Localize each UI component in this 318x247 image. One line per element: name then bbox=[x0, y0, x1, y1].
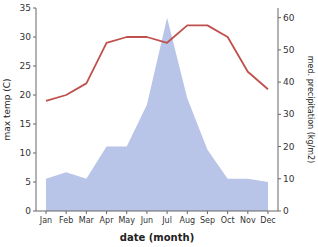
y2-axis-line bbox=[278, 8, 279, 211]
y-tick-label: 25 bbox=[20, 61, 31, 71]
area bbox=[46, 18, 268, 211]
x-tick bbox=[126, 211, 127, 214]
x-tick bbox=[187, 211, 188, 214]
x-tick-label: Apr bbox=[100, 216, 115, 225]
chart: Jan Feb Mar AprMay Jun Jul Aug Sep Oct Nov Dec 0 5 10… bbox=[0, 0, 318, 247]
x-tick-label: Mar bbox=[79, 216, 95, 225]
x-tick bbox=[227, 211, 228, 214]
y2-tick-label: 60 bbox=[283, 13, 295, 23]
y-tick-label: 0 bbox=[25, 206, 31, 216]
x-tick bbox=[268, 211, 269, 214]
x-axis-label: date (month) bbox=[120, 232, 194, 243]
y2-tick-label: 10 bbox=[283, 174, 295, 184]
x-tick-label: Jan bbox=[39, 216, 52, 225]
y-tick bbox=[33, 8, 36, 9]
x-tick bbox=[86, 211, 87, 214]
y2-tick bbox=[278, 211, 281, 212]
y-axis-line bbox=[36, 8, 37, 211]
y2-tick-label: 50 bbox=[283, 45, 295, 55]
y2-tick bbox=[278, 146, 281, 147]
y-tick-label: 30 bbox=[20, 32, 32, 42]
x-tick-label: Aug bbox=[179, 216, 195, 225]
y-tick bbox=[33, 211, 36, 212]
y-tick-label: 35 bbox=[20, 3, 31, 13]
x-tick bbox=[106, 211, 107, 214]
y2-tick-label: 0 bbox=[283, 206, 289, 216]
x-tick bbox=[46, 211, 47, 214]
x-tick-label: Nov bbox=[240, 216, 256, 225]
y-tick-label: 20 bbox=[20, 90, 32, 100]
y-tick bbox=[33, 66, 36, 67]
y2-tick bbox=[278, 114, 281, 115]
line bbox=[46, 25, 268, 100]
x-tick-label: Oct bbox=[221, 216, 235, 225]
y2-tick bbox=[278, 17, 281, 18]
y-tick bbox=[33, 95, 36, 96]
y2-tick bbox=[278, 49, 281, 50]
x-tick-label: Jun bbox=[140, 216, 154, 225]
x-tick-label: Sep bbox=[200, 216, 215, 225]
x-tick-label: Jul bbox=[161, 216, 172, 225]
x-tick bbox=[247, 211, 248, 214]
x-tick bbox=[66, 211, 67, 214]
y2-tick-label: 20 bbox=[283, 142, 295, 152]
y-tick bbox=[33, 37, 36, 38]
y-tick bbox=[33, 124, 36, 125]
y-tick-label: 15 bbox=[20, 119, 31, 129]
x-tick bbox=[146, 211, 147, 214]
y-tick bbox=[33, 153, 36, 154]
x-tick-label: Dec bbox=[260, 216, 275, 225]
y2-tick bbox=[278, 82, 281, 83]
y-axis-label: max temp (C) bbox=[2, 78, 12, 140]
plot-area bbox=[46, 18, 268, 211]
y2-tick-label: 30 bbox=[283, 109, 295, 119]
x-tick bbox=[207, 211, 208, 214]
y-tick-label: 10 bbox=[20, 148, 32, 158]
y2-tick bbox=[278, 178, 281, 179]
x-tick-label: May bbox=[118, 216, 135, 225]
x-tick bbox=[167, 211, 168, 214]
y-tick bbox=[33, 182, 36, 183]
x-axis-line bbox=[36, 211, 278, 212]
y2-axis-label: med. precipitation (kg/m2) bbox=[306, 56, 315, 163]
y2-tick-label: 40 bbox=[283, 77, 295, 87]
y-tick-label: 5 bbox=[25, 177, 31, 187]
x-tick-label: Feb bbox=[59, 216, 73, 225]
